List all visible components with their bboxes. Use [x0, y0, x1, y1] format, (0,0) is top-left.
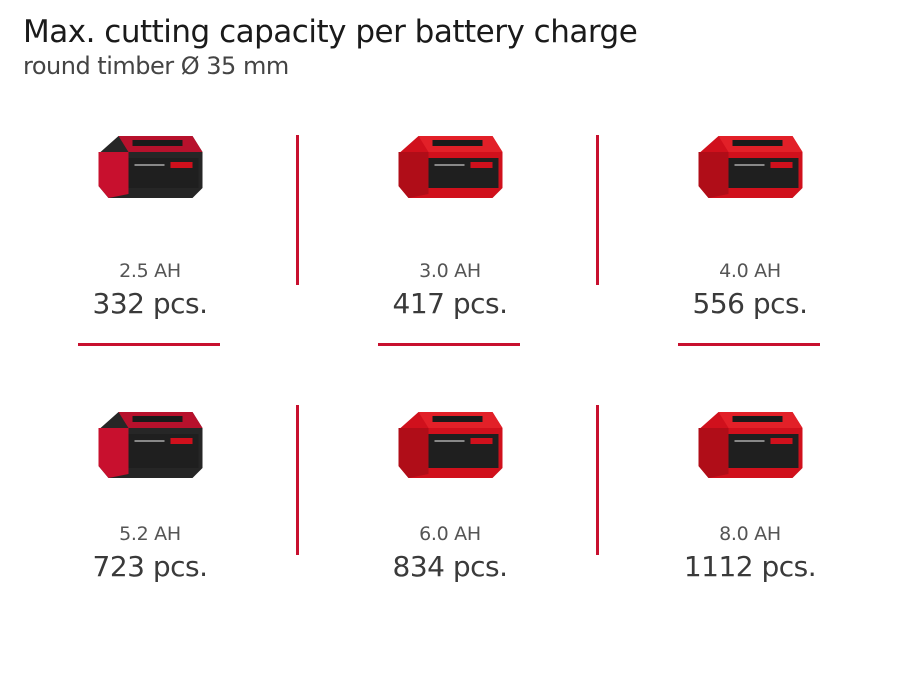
divider-vertical [596, 135, 599, 285]
divider-horizontal [378, 343, 520, 346]
battery-capacity: 6.0 AH [419, 523, 481, 545]
cut-count: 556 pcs. [692, 287, 809, 320]
cut-count: 834 pcs. [392, 550, 509, 583]
cut-count: 417 pcs. [392, 287, 509, 320]
divider-vertical [596, 405, 599, 555]
divider-horizontal [78, 343, 220, 346]
page-subtitle: round timber Ø 35 mm [23, 52, 289, 80]
battery-pack-icon [93, 130, 208, 204]
battery-capacity: 5.2 AH [119, 523, 181, 545]
cut-count: 332 pcs. [92, 287, 209, 320]
battery-pack-icon [393, 130, 508, 204]
battery-capacity: 3.0 AH [419, 260, 481, 282]
battery-capacity: 8.0 AH [719, 523, 781, 545]
cut-count: 1112 pcs. [683, 550, 817, 583]
page-title: Max. cutting capacity per battery charge [23, 14, 638, 50]
divider-horizontal [678, 343, 820, 346]
battery-pack-icon [693, 130, 808, 204]
cut-count: 723 pcs. [92, 550, 209, 583]
battery-pack-icon [393, 400, 508, 484]
battery-capacity: 4.0 AH [719, 260, 781, 282]
battery-pack-icon [693, 400, 808, 484]
battery-capacity: 2.5 AH [119, 260, 181, 282]
divider-vertical [296, 405, 299, 555]
battery-pack-icon [93, 400, 208, 484]
divider-vertical [296, 135, 299, 285]
